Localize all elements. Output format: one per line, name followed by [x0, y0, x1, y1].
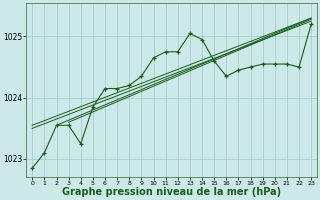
X-axis label: Graphe pression niveau de la mer (hPa): Graphe pression niveau de la mer (hPa) [62, 187, 281, 197]
